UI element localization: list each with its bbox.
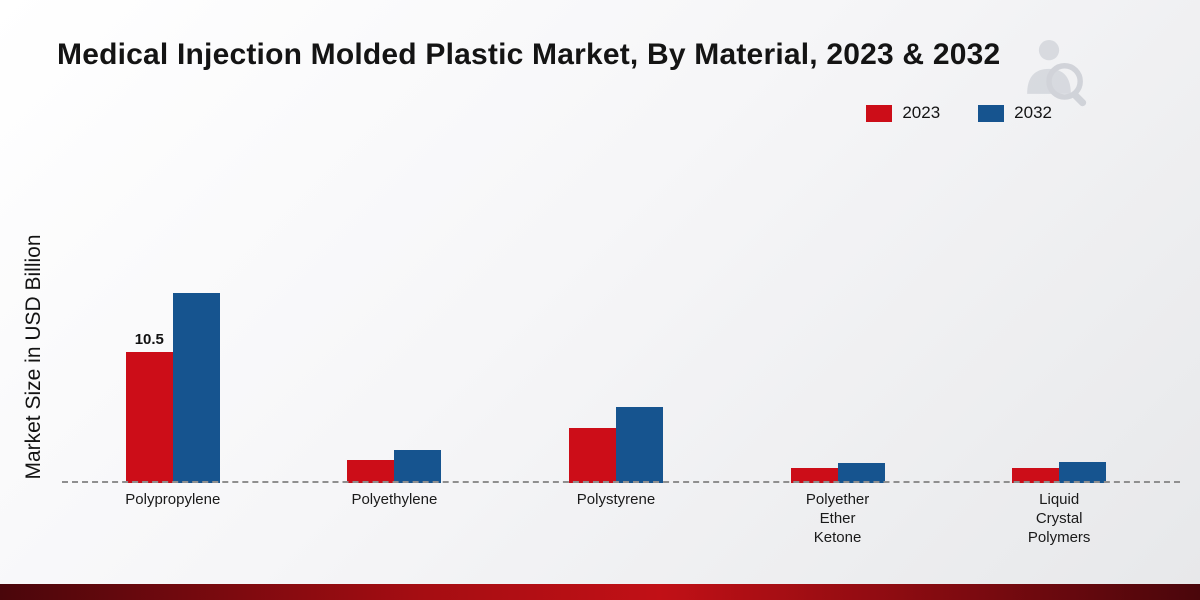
y-axis-label: Market Size in USD Billion xyxy=(22,234,45,480)
category-label-polypropylene: Polypropylene xyxy=(125,491,221,508)
category-label-liquid-crystal-polymers: Liquid Crystal Polymers xyxy=(1027,491,1091,546)
bar-2023-liquid-crystal-polymers xyxy=(1012,468,1060,483)
bar-2023-polystyrene xyxy=(568,428,616,483)
bar-2023-polyethylene xyxy=(347,460,395,483)
legend-label-2032: 2032 xyxy=(1014,103,1052,122)
legend: 2023 2032 xyxy=(866,103,1052,123)
bars-liquid-crystal-polymers xyxy=(1012,462,1107,483)
bars-polystyrene xyxy=(568,407,663,483)
bar-2032-polystyrene xyxy=(615,407,663,483)
bar-2023-polypropylene: 10.5 xyxy=(125,331,173,483)
bars-polyethylene xyxy=(347,450,442,483)
bar-group-polystyrene: Polystyrene xyxy=(505,283,727,508)
legend-item-2023: 2023 xyxy=(866,103,940,123)
bar-value-label: 10.5 xyxy=(134,331,164,348)
legend-swatch-2032 xyxy=(978,104,1005,122)
chart-title: Medical Injection Molded Plastic Market,… xyxy=(57,38,1001,71)
bar-2032-polypropylene xyxy=(172,293,220,483)
category-label-polyethylene: Polyethylene xyxy=(351,491,438,508)
x-axis-baseline xyxy=(62,481,1180,483)
category-label-polyether-ether-ketone: Polyether Ether Ketone xyxy=(805,491,870,546)
watermark-logo-icon xyxy=(1027,40,1087,107)
footer-bar xyxy=(0,584,1200,600)
legend-item-2032: 2032 xyxy=(978,103,1052,123)
bars-polyether-ether-ketone xyxy=(790,463,885,483)
legend-label-2023: 2023 xyxy=(902,103,941,122)
bar-group-polyethylene: Polyethylene xyxy=(284,283,506,508)
bar-2032-polyethylene xyxy=(394,450,442,483)
bar-group-liquid-crystal-polymers: Liquid Crystal Polymers xyxy=(948,283,1170,546)
bars-polypropylene: 10.5 xyxy=(125,293,220,483)
bar-2032-liquid-crystal-polymers xyxy=(1059,462,1107,483)
plot-area: 10.5 Polypropylene Polyethylene Polystyrene… xyxy=(62,283,1170,546)
legend-swatch-2023 xyxy=(866,104,893,122)
bar-2023-polyether-ether-ketone xyxy=(790,468,838,483)
category-label-polystyrene: Polystyrene xyxy=(576,491,656,508)
bar-2032-polyether-ether-ketone xyxy=(837,463,885,483)
bar-group-polypropylene: 10.5 Polypropylene xyxy=(62,283,284,508)
bar-group-polyether-ether-ketone: Polyether Ether Ketone xyxy=(727,283,949,546)
